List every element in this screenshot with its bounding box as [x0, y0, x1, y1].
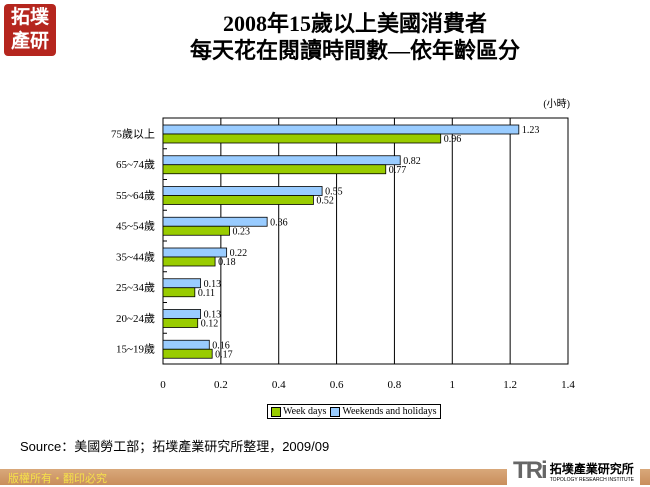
- data-label: 0.77: [389, 165, 407, 176]
- copyright: 版權所有‧翻印必究: [8, 473, 107, 485]
- data-label: 0.16: [212, 340, 230, 351]
- x-tick-label: 1.4: [561, 379, 575, 391]
- data-label: 0.52: [316, 196, 334, 207]
- y-tick-label: 45~54歲: [116, 219, 155, 233]
- x-tick-label: 0.2: [214, 379, 228, 391]
- bar: [162, 225, 230, 236]
- data-label: 0.13: [204, 310, 222, 321]
- bar: [162, 216, 268, 227]
- data-label: 0.82: [403, 156, 421, 167]
- data-label: 0.96: [444, 134, 462, 145]
- footer-bar: 版權所有‧翻印必究: [0, 469, 650, 485]
- data-label: 0.12: [201, 319, 219, 330]
- bar: [162, 164, 387, 175]
- data-label: 0.23: [233, 226, 251, 237]
- x-tick-label: 1: [450, 379, 456, 391]
- y-tick-label: 35~44歲: [116, 249, 155, 263]
- data-label: 0.13: [204, 279, 222, 290]
- data-label: 1.23: [522, 125, 540, 136]
- bar: [162, 124, 520, 135]
- brand: TRi: [513, 457, 548, 484]
- y-tick-label: 20~24歲: [116, 311, 155, 325]
- legend-weekends: Weekends and holidays: [330, 406, 437, 417]
- bar: [162, 278, 202, 289]
- x-tick-label: 0.8: [388, 379, 402, 391]
- bar: [162, 287, 196, 298]
- x-tick-label: 1.2: [503, 379, 517, 391]
- bar: [162, 133, 442, 144]
- x-tick-label: 0.6: [330, 379, 344, 391]
- bar: [162, 195, 314, 205]
- bar: [162, 318, 199, 328]
- legend-label: Week days: [283, 406, 327, 417]
- x-tick-label: 0: [160, 379, 166, 391]
- plot-area: [162, 117, 569, 365]
- y-tick-label: 65~74歲: [116, 157, 155, 171]
- data-label: 0.36: [270, 217, 288, 228]
- logo: 拓墣產研: [4, 4, 56, 56]
- x-tick-label: 0.4: [272, 379, 286, 391]
- legend: Week days Weekends and holidays: [267, 404, 441, 419]
- y-tick-label: 75歲以上: [111, 126, 155, 140]
- unit-label: (小時): [543, 98, 570, 110]
- legend-label: Weekends and holidays: [342, 406, 437, 417]
- bar: [162, 155, 401, 166]
- chart-title: 2008年15歲以上美國消費者 每天花在閱讀時間數—依年齡區分: [60, 10, 650, 64]
- bar: [162, 348, 213, 359]
- y-tick-label: 25~34歲: [116, 280, 155, 294]
- source-note: Source：美國勞工部；拓墣產業研究所整理，2009/09: [20, 439, 330, 454]
- title-line-1: 2008年15歲以上美國消費者: [222, 11, 487, 36]
- title-line-2: 每天花在閱讀時間數—依年齡區分: [189, 38, 520, 63]
- bar: [162, 339, 210, 350]
- bar: [162, 247, 228, 258]
- brand-cn: 拓墣產業研究所: [549, 461, 634, 476]
- data-label: 0.55: [325, 187, 343, 198]
- tri-logo: TRi 拓墣產業研究所 TOPOLOGY RESEARCH INSTITUTE: [507, 455, 640, 487]
- brand-en: TOPOLOGY RESEARCH INSTITUTE: [549, 476, 634, 483]
- y-tick-label: 15~19歲: [116, 342, 155, 356]
- swatch-icon: [271, 406, 281, 417]
- bar: [162, 186, 323, 196]
- bar: [162, 309, 202, 319]
- y-tick-label: 55~64歲: [116, 188, 155, 202]
- data-label: 0.11: [198, 288, 215, 299]
- data-label: 0.17: [215, 349, 233, 360]
- swatch-icon: [330, 406, 341, 417]
- bar: [162, 256, 216, 267]
- bar-chart: (小時) 0 0.2 0.4 0.6 0.8 1 1.2 1.4 75歲以上 1.23 0.96 65…: [111, 98, 575, 391]
- data-label: 0.22: [230, 248, 248, 259]
- data-label: 0.18: [218, 257, 236, 268]
- legend-weekdays: Week days: [271, 406, 326, 417]
